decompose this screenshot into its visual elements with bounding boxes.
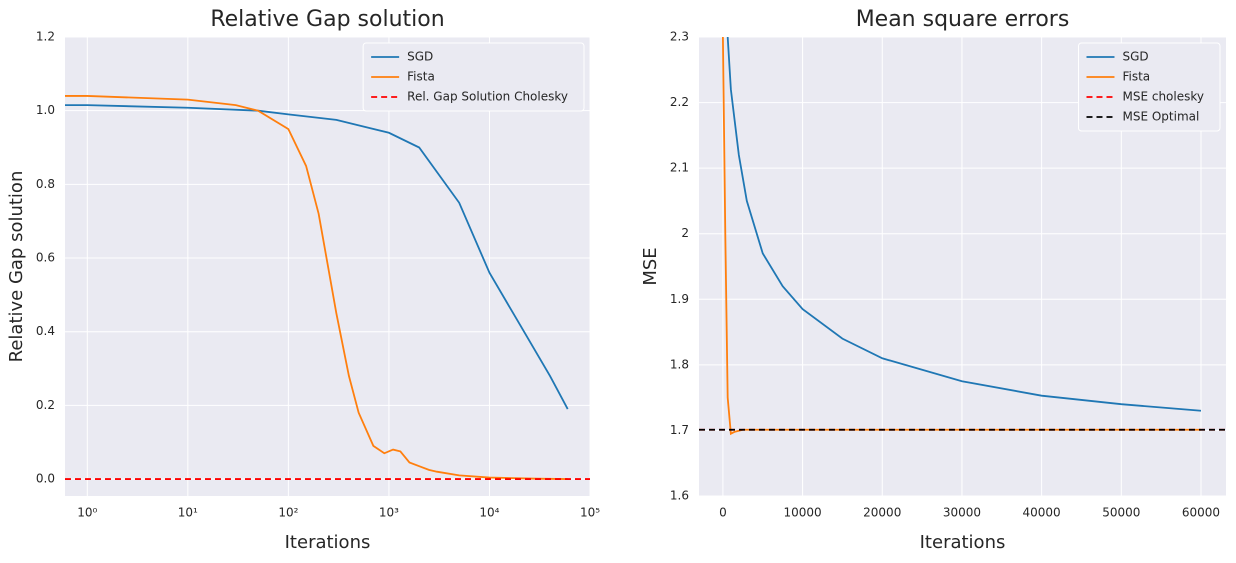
x-tick-label: 0 (719, 506, 727, 520)
x-tick-label: 10000 (783, 506, 821, 520)
x-tick-label: 10⁰ (77, 506, 97, 520)
legend: SGD Fista Rel. Gap Solution Cholesky (362, 42, 585, 112)
x-tick-label: 60000 (1182, 506, 1220, 520)
x-tick-label: 10³ (379, 506, 399, 520)
x-tick-label: 10¹ (178, 506, 198, 520)
x-tick-label: 20000 (863, 506, 901, 520)
legend: SGD Fista MSE cholesky MSE Optimal (1077, 42, 1221, 132)
y-tick-label: 1.0 (36, 103, 55, 117)
y-axis-label: MSE (640, 247, 661, 285)
legend-label: MSE cholesky (1122, 90, 1204, 104)
plot-clip (65, 95, 590, 480)
legend-box (362, 42, 585, 112)
y-tick-label: 2.3 (670, 30, 689, 44)
y-tick-label: 0.4 (36, 324, 55, 338)
y-tick-label: 0.6 (36, 251, 55, 265)
y-axis-label: Relative Gap solution (6, 171, 27, 363)
legend-label: Fista (407, 70, 435, 84)
y-tick-label: 0.8 (36, 177, 55, 191)
x-tick-label: 10⁴ (479, 506, 499, 520)
x-tick-label: 10⁵ (580, 506, 600, 520)
x-tick-label: 30000 (943, 506, 981, 520)
x-tick-label: 10² (278, 506, 298, 520)
line-series (65, 95, 568, 480)
y-tick-label: 2.2 (670, 95, 689, 109)
legend-label: SGD (407, 50, 433, 64)
y-tick-label: 0.2 (36, 398, 55, 412)
x-axis-label: Iterations (920, 532, 1006, 553)
legend-label: SGD (1122, 50, 1148, 64)
y-tick-label: 1.6 (670, 489, 689, 503)
y-tick-label: 2.1 (670, 161, 689, 175)
legend-label: MSE Optimal (1122, 110, 1199, 124)
chart-title: Relative Gap solution (210, 7, 444, 32)
legend-label: Fista (1122, 70, 1150, 84)
y-tick-label: 1.8 (670, 357, 689, 371)
y-tick-label: 1.7 (670, 423, 689, 437)
y-tick-label: 2 (681, 226, 689, 240)
legend-label: Rel. Gap Solution Cholesky (407, 90, 568, 104)
line-series (726, 37, 1202, 412)
legend-box (1077, 42, 1221, 132)
plot-clip (699, 37, 1226, 436)
line-series (65, 104, 569, 410)
x-tick-label: 50000 (1102, 506, 1140, 520)
x-tick-label: 40000 (1023, 506, 1061, 520)
chart-title: Mean square errors (856, 7, 1070, 32)
y-tick-label: 0.0 (36, 472, 55, 486)
y-tick-label: 1.2 (36, 30, 55, 44)
y-tick-label: 1.9 (670, 292, 689, 306)
x-axis-label: Iterations (285, 532, 371, 553)
